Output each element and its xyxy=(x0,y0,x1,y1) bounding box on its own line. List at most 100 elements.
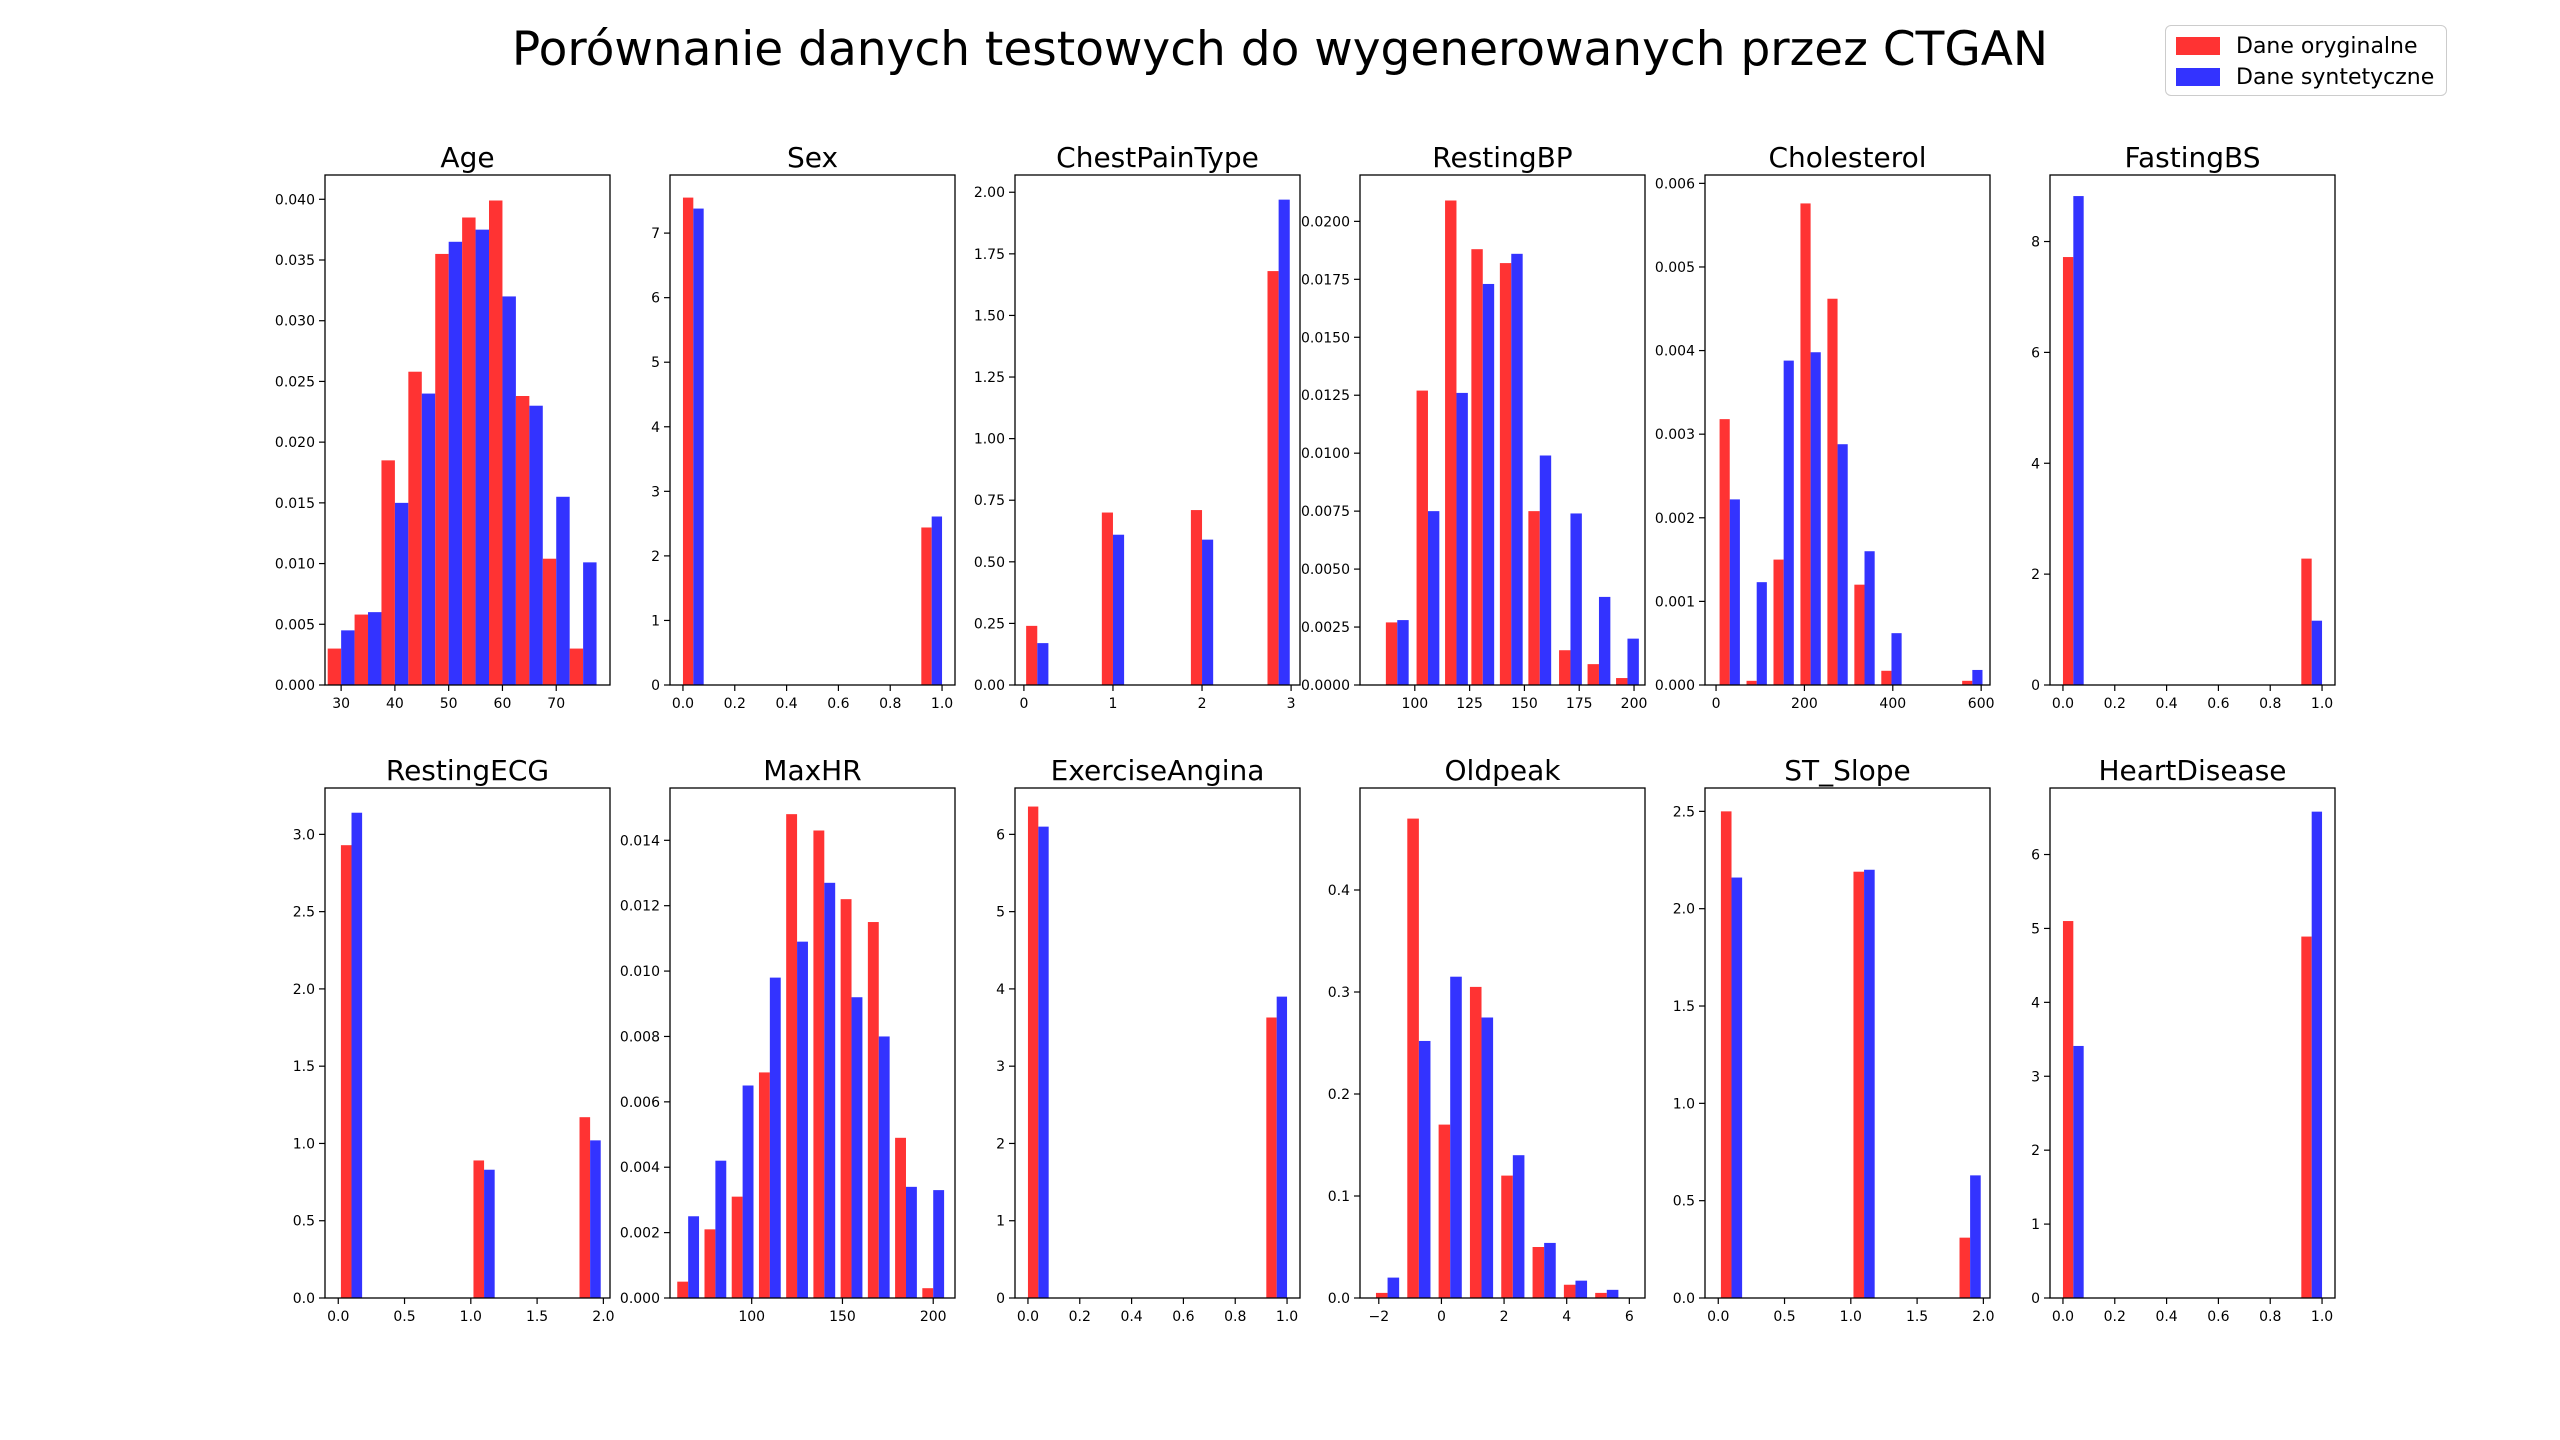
ytick-label-restingbp-4: 0.0100 xyxy=(1301,446,1350,462)
ytick-label-restingecg-5: 2.5 xyxy=(293,905,315,921)
ytick-label-maxhr-0: 0.000 xyxy=(620,1291,660,1307)
xtick-label-chestpaintype-2: 2 xyxy=(1198,696,1207,712)
bar-synthetic-age-3 xyxy=(421,393,436,685)
bar-synthetic-restingbp-0 xyxy=(1397,620,1409,685)
bar-synthetic-restingbp-2 xyxy=(1456,392,1468,685)
ytick-label-sex-5: 5 xyxy=(651,355,660,371)
xtick-label-fastingbs-3: 0.6 xyxy=(2207,696,2229,712)
ytick-label-chestpaintype-5: 1.25 xyxy=(974,370,1005,386)
bar-original-age-6 xyxy=(489,200,503,685)
bar-original-restingbp-6 xyxy=(1559,650,1571,685)
ytick-label-sex-1: 1 xyxy=(651,613,660,629)
bar-synthetic-oldpeak-1 xyxy=(1418,1040,1431,1298)
xtick-label-age-3: 60 xyxy=(494,696,512,712)
ytick-label-restingbp-6: 0.0150 xyxy=(1301,330,1350,346)
bar-original-age-4 xyxy=(435,253,449,685)
bar-synthetic-maxhr-2 xyxy=(742,1085,754,1298)
bar-synthetic-sex-1 xyxy=(931,516,943,685)
xtick-label-heartdisease-2: 0.4 xyxy=(2155,1309,2177,1325)
xtick-label-cholesterol-3: 600 xyxy=(1968,696,1995,712)
bar-original-maxhr-0 xyxy=(677,1281,689,1298)
xtick-label-restingbp-0: 100 xyxy=(1401,696,1428,712)
bar-original-cholesterol-5 xyxy=(1854,584,1865,685)
bar-synthetic-st-slope-0 xyxy=(1731,877,1743,1298)
ytick-label-chestpaintype-2: 0.50 xyxy=(974,555,1005,571)
axes-frame-chestpaintype xyxy=(1014,174,1301,686)
xtick-label-sex-2: 0.4 xyxy=(775,696,797,712)
bar-original-oldpeak-6 xyxy=(1563,1284,1576,1298)
xtick-label-exerciseangina-5: 1.0 xyxy=(1276,1309,1298,1325)
subplot-restingecg: RestingECG 0.0 0.5 1.0 1.5 2.0 0.0 0.5 1.0 1.5 2.0… xyxy=(293,754,615,1325)
bar-original-maxhr-5 xyxy=(813,830,825,1298)
ytick-label-maxhr-5: 0.010 xyxy=(620,964,660,980)
xtick-label-age-0: 30 xyxy=(332,696,350,712)
xtick-label-restingbp-2: 150 xyxy=(1511,696,1538,712)
xtick-label-fastingbs-0: 0.0 xyxy=(2052,696,2074,712)
xtick-label-maxhr-0: 100 xyxy=(738,1309,765,1325)
ytick-label-fastingbs-1: 2 xyxy=(2031,567,2040,583)
bar-synthetic-restingbp-8 xyxy=(1627,638,1639,685)
axes-frame-heartdisease xyxy=(2049,787,2336,1299)
ytick-label-exerciseangina-4: 4 xyxy=(996,982,1005,998)
ytick-label-restingecg-2: 1.0 xyxy=(293,1136,315,1152)
bar-original-cholesterol-9 xyxy=(1962,680,1973,685)
ytick-label-heartdisease-4: 4 xyxy=(2031,995,2040,1011)
ytick-label-chestpaintype-6: 1.50 xyxy=(974,308,1005,324)
xtick-label-chestpaintype-0: 0 xyxy=(1019,696,1028,712)
legend: Dane oryginalne Dane syntetyczne xyxy=(2165,25,2447,96)
bar-original-age-3 xyxy=(408,371,422,685)
subplot-title-maxhr: MaxHR xyxy=(763,754,861,787)
ytick-label-heartdisease-6: 6 xyxy=(2031,848,2040,864)
bar-synthetic-age-9 xyxy=(583,562,597,685)
ytick-label-cholesterol-3: 0.003 xyxy=(1655,427,1695,443)
xtick-label-maxhr-1: 150 xyxy=(829,1309,856,1325)
bar-synthetic-restingbp-6 xyxy=(1570,513,1582,685)
ytick-label-oldpeak-3: 0.3 xyxy=(1328,985,1350,1001)
xtick-label-exerciseangina-3: 0.6 xyxy=(1172,1309,1194,1325)
bar-original-chestpaintype-0 xyxy=(1026,625,1038,685)
ytick-label-oldpeak-2: 0.2 xyxy=(1328,1087,1350,1103)
ytick-label-sex-7: 7 xyxy=(651,226,660,242)
bar-original-chestpaintype-3 xyxy=(1267,271,1279,685)
bar-synthetic-st-slope-1 xyxy=(1864,869,1875,1298)
subplot-heartdisease: HeartDisease 0.0 0.2 0.4 0.6 0.8 1.0 0 1 2 3 4 5 6 xyxy=(2031,754,2336,1325)
ytick-label-cholesterol-0: 0.000 xyxy=(1655,678,1695,694)
bar-synthetic-oldpeak-0 xyxy=(1387,1277,1400,1298)
bar-synthetic-restingecg-1 xyxy=(484,1169,495,1298)
bar-synthetic-sex-0 xyxy=(693,208,704,685)
bar-synthetic-exerciseangina-1 xyxy=(1276,996,1288,1298)
xtick-label-restingecg-2: 1.0 xyxy=(460,1309,482,1325)
subplot-title-chestpaintype: ChestPainType xyxy=(1056,141,1259,174)
subplot-title-cholesterol: Cholesterol xyxy=(1768,141,1926,174)
ytick-label-oldpeak-0: 0.0 xyxy=(1328,1291,1350,1307)
bar-original-age-2 xyxy=(381,460,395,685)
xtick-label-st-slope-1: 0.5 xyxy=(1773,1309,1795,1325)
axes-frame-cholesterol xyxy=(1704,174,1991,686)
xtick-label-heartdisease-0: 0.0 xyxy=(2052,1309,2074,1325)
bar-synthetic-restingbp-7 xyxy=(1598,596,1611,685)
xtick-label-sex-5: 1.0 xyxy=(931,696,953,712)
ytick-label-exerciseangina-6: 6 xyxy=(996,827,1005,843)
ytick-label-exerciseangina-3: 3 xyxy=(996,1059,1005,1075)
bar-synthetic-maxhr-5 xyxy=(824,882,836,1298)
xtick-label-st-slope-4: 2.0 xyxy=(1972,1309,1994,1325)
bar-original-cholesterol-2 xyxy=(1773,559,1784,685)
ytick-label-cholesterol-2: 0.002 xyxy=(1655,511,1695,527)
xtick-label-restingecg-4: 2.0 xyxy=(592,1309,614,1325)
xtick-label-sex-0: 0.0 xyxy=(672,696,694,712)
ytick-label-oldpeak-4: 0.4 xyxy=(1328,883,1350,899)
xtick-label-exerciseangina-4: 0.8 xyxy=(1224,1309,1246,1325)
bar-original-oldpeak-0 xyxy=(1375,1292,1388,1298)
ytick-label-sex-0: 0 xyxy=(651,678,660,694)
bar-original-st-slope-1 xyxy=(1853,871,1865,1298)
subplot-restingbp: RestingBP 100 125 150 175 200 0.0000 0.0025 0.00… xyxy=(1301,141,1647,712)
xtick-label-heartdisease-4: 0.8 xyxy=(2259,1309,2281,1325)
xtick-label-exerciseangina-0: 0.0 xyxy=(1017,1309,1039,1325)
bar-synthetic-chestpaintype-0 xyxy=(1037,643,1049,685)
bar-original-fastingbs-1 xyxy=(2301,558,2312,685)
bar-synthetic-oldpeak-6 xyxy=(1575,1280,1588,1298)
ytick-label-st-slope-3: 1.5 xyxy=(1673,999,1695,1015)
ytick-label-st-slope-0: 0.0 xyxy=(1673,1291,1695,1307)
bar-synthetic-fastingbs-0 xyxy=(2073,196,2084,685)
ytick-label-restingbp-5: 0.0125 xyxy=(1301,388,1350,404)
